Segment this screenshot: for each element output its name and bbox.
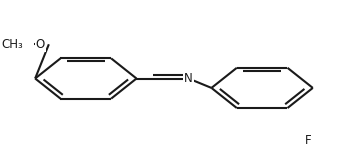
Text: F: F <box>305 134 312 147</box>
Text: CH₃: CH₃ <box>1 38 23 51</box>
Text: O: O <box>36 38 45 51</box>
Text: N: N <box>184 72 193 85</box>
